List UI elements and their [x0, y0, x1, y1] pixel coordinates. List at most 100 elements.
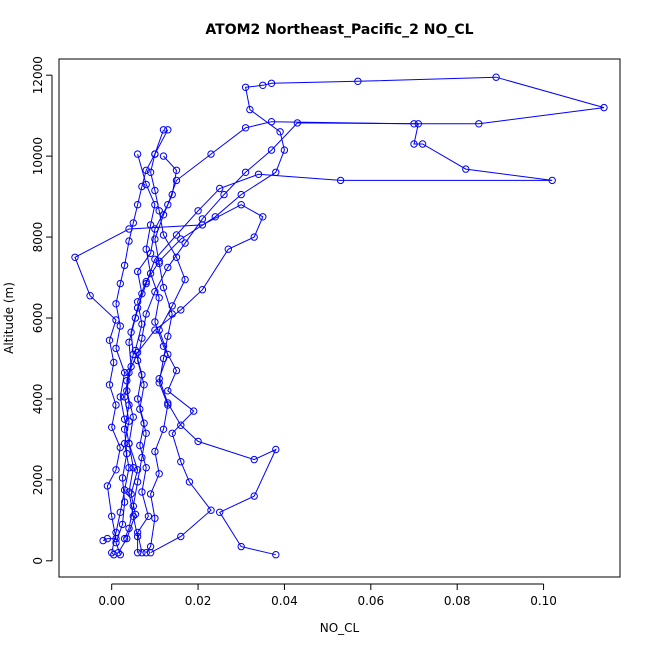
- data-point: [133, 201, 142, 209]
- data-point: [151, 235, 159, 243]
- data-point: [138, 334, 146, 342]
- data-point: [138, 488, 146, 496]
- data-point: [142, 180, 150, 189]
- data-point: [164, 401, 172, 409]
- data-point: [140, 381, 148, 389]
- data-point: [151, 201, 159, 209]
- data-point: [177, 235, 185, 243]
- data-point: [120, 368, 129, 377]
- data-point: [181, 275, 189, 284]
- data-point: [462, 165, 470, 173]
- data-point: [120, 498, 129, 506]
- x-tick-label: 0.06: [357, 594, 384, 608]
- y-tick-label: 6000: [31, 303, 45, 334]
- data-point: [224, 245, 233, 253]
- data-point: [164, 126, 172, 134]
- data-point: [120, 534, 129, 543]
- data-point: [414, 120, 422, 128]
- data-point: [116, 322, 125, 330]
- data-point: [151, 447, 159, 456]
- data-point: [125, 524, 133, 533]
- chart-title: ATOM2 Northeast_Pacific_2 NO_CL: [205, 22, 473, 38]
- series-4: [112, 126, 168, 557]
- data-point: [116, 279, 125, 288]
- data-point: [172, 166, 181, 175]
- data-point: [272, 445, 280, 454]
- x-tick-label: 0.08: [444, 594, 471, 608]
- data-point: [241, 168, 250, 177]
- data-point: [142, 464, 150, 472]
- data-point: [120, 393, 129, 401]
- y-tick-label: 10000: [31, 137, 45, 175]
- series-2: [112, 119, 556, 559]
- data-point: [133, 532, 142, 541]
- data-point: [129, 219, 138, 227]
- data-point: [168, 310, 176, 318]
- data-point: [237, 190, 245, 199]
- data-point: [241, 83, 250, 92]
- data-point: [159, 231, 168, 239]
- data-point: [475, 120, 483, 128]
- data-point: [216, 508, 224, 516]
- data-point: [548, 176, 556, 185]
- data-point: [133, 395, 142, 403]
- data-point: [155, 294, 163, 302]
- y-tick-label: 0: [31, 557, 45, 565]
- data-point: [159, 425, 168, 433]
- data-point: [276, 128, 284, 136]
- data-point: [127, 490, 135, 498]
- data-point: [259, 213, 267, 221]
- data-point: [133, 150, 142, 158]
- data-point: [108, 549, 116, 557]
- data-point: [293, 119, 302, 127]
- data-point: [159, 152, 168, 160]
- data-point: [185, 478, 194, 486]
- data-point: [142, 279, 150, 288]
- data-point: [125, 237, 133, 245]
- data-point: [159, 342, 168, 350]
- data-point: [105, 336, 114, 344]
- data-point: [207, 150, 215, 158]
- data-point: [112, 466, 120, 474]
- data-point: [155, 259, 163, 268]
- data-point: [146, 168, 155, 177]
- data-point: [138, 320, 146, 328]
- data-point: [125, 464, 133, 472]
- data-point: [133, 478, 142, 486]
- data-point: [105, 381, 114, 389]
- data-point: [118, 520, 127, 529]
- data-point: [138, 453, 146, 462]
- data-point: [159, 211, 168, 219]
- data-point: [151, 288, 159, 296]
- data-point: [120, 415, 129, 423]
- data-point: [133, 267, 142, 276]
- series-line: [117, 76, 605, 553]
- data-point: [129, 464, 138, 472]
- data-point: [241, 124, 250, 132]
- data-point: [103, 534, 112, 543]
- data-point: [146, 490, 155, 498]
- data-point: [272, 551, 280, 559]
- data-point: [194, 207, 202, 215]
- data-point: [267, 146, 276, 154]
- data-point: [259, 81, 267, 90]
- data-point: [146, 221, 155, 229]
- data-point: [267, 79, 276, 88]
- data-point: [250, 233, 258, 241]
- series-6: [133, 150, 215, 557]
- data-point: [600, 103, 608, 112]
- data-point: [110, 551, 118, 559]
- series-7: [142, 152, 181, 557]
- data-point: [181, 239, 189, 247]
- data-point: [190, 407, 198, 415]
- data-point: [151, 514, 159, 522]
- data-point: [164, 387, 172, 395]
- data-point: [116, 393, 125, 401]
- series-line: [115, 122, 553, 555]
- data-point: [194, 437, 202, 446]
- data-point: [112, 528, 120, 537]
- data-point: [164, 201, 172, 209]
- data-point: [410, 140, 418, 148]
- series-3: [71, 201, 267, 559]
